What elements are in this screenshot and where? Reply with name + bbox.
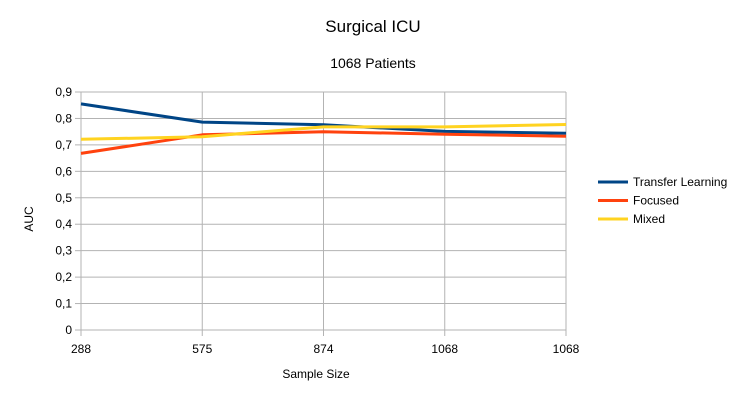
y-tick-label: 0,7: [55, 138, 72, 152]
y-tick-label: 0: [65, 323, 72, 337]
y-axis-label: AUC: [22, 206, 36, 232]
legend: Transfer Learning Focused Mixed: [598, 175, 727, 226]
x-tick-label: 575: [192, 342, 212, 356]
y-tick-label: 0,6: [55, 164, 72, 178]
x-tick-label: 288: [71, 342, 91, 356]
legend-label: Focused: [633, 194, 679, 208]
y-tick-label: 0,2: [55, 270, 72, 284]
series-line-0: [80, 102, 567, 135]
y-tick-label: 0,5: [55, 191, 72, 205]
series-lines: [80, 102, 567, 155]
x-axis-label: Sample Size: [282, 367, 350, 381]
y-tick-label: 0,9: [55, 85, 72, 99]
series-line-2: [80, 123, 567, 141]
x-tick-label: 874: [313, 342, 333, 356]
x-tick-label: 1068: [553, 342, 580, 356]
series-line-1: [80, 130, 567, 155]
y-tick-label: 0,3: [55, 244, 72, 258]
y-tick-label: 0,8: [55, 111, 72, 125]
legend-label: Mixed: [633, 212, 665, 226]
legend-label: Transfer Learning: [633, 175, 727, 189]
chart-subtitle: 1068 Patients: [330, 55, 416, 71]
gridlines: [80, 91, 567, 336]
y-tick-label: 0,4: [55, 217, 72, 231]
y-tick-label: 0,1: [55, 297, 72, 311]
x-tick-label: 1068: [431, 342, 458, 356]
x-axis-ticks: 288 575 874 1068 1068: [71, 342, 580, 356]
chart-title: Surgical ICU: [325, 17, 420, 36]
y-axis-ticks: 0 0,1 0,2 0,3 0,4 0,5 0,6 0,7 0,8 0,9: [55, 85, 81, 337]
